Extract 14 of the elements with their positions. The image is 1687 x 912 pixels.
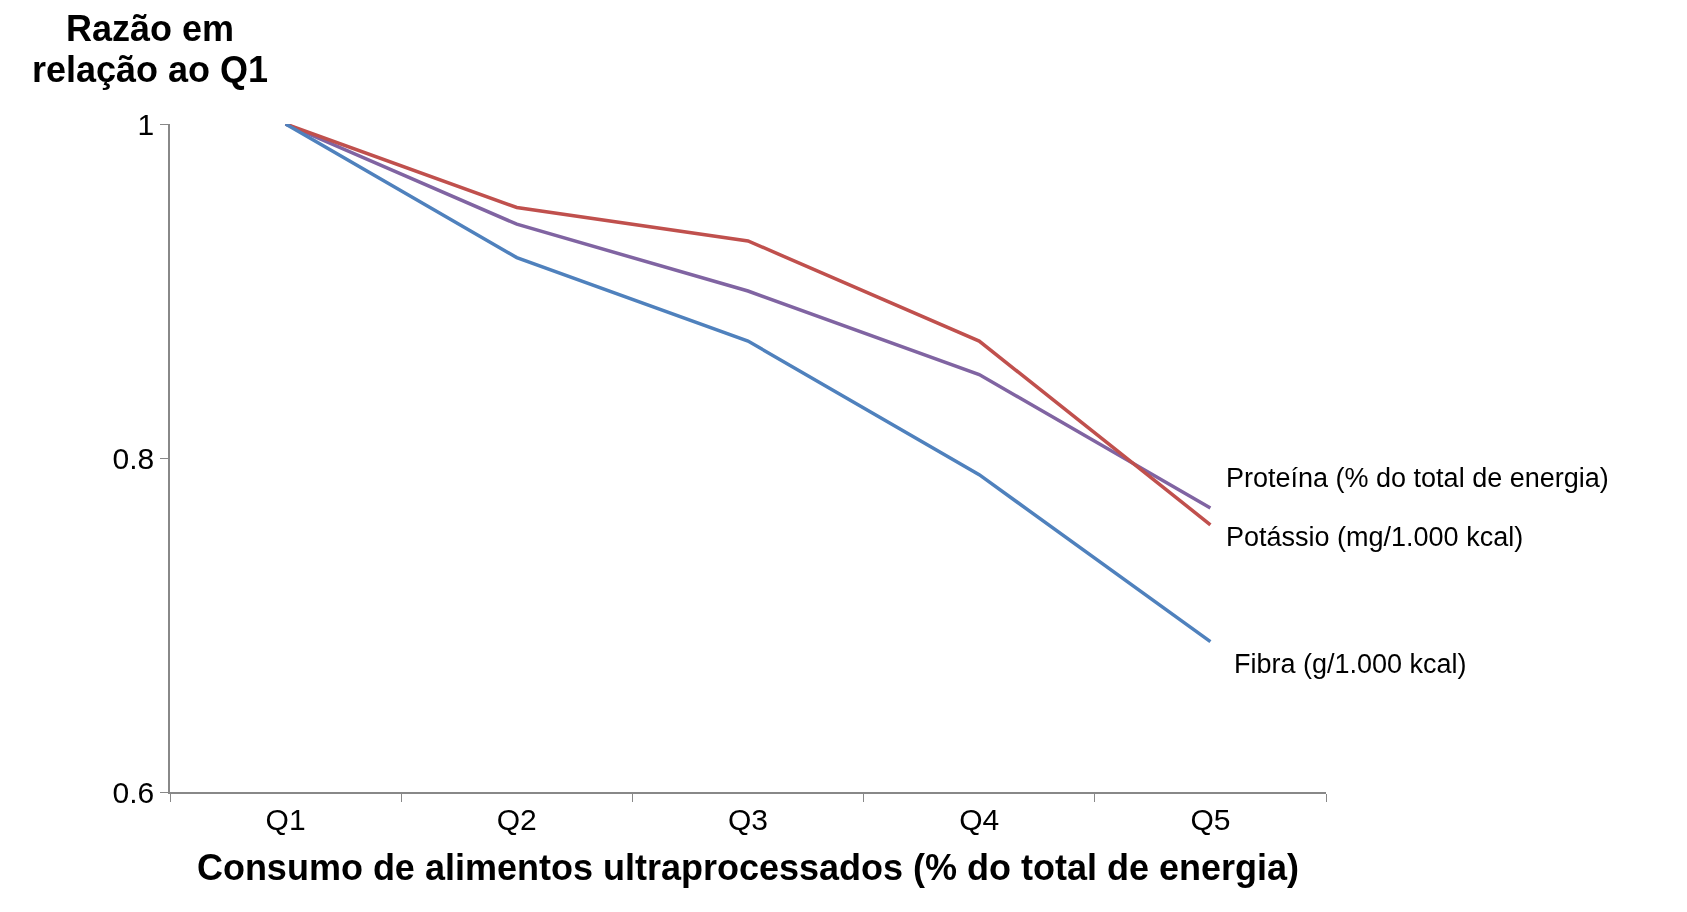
- series-label: Fibra (g/1.000 kcal): [1234, 649, 1467, 679]
- y-axis-title: Razão em relação ao Q1: [30, 8, 270, 91]
- series-label: Proteína (% do total de energia): [1226, 463, 1609, 493]
- y-tick-label: 0.8: [112, 441, 155, 475]
- line-series: [283, 124, 1213, 644]
- x-tick-label: Q5: [1190, 802, 1231, 836]
- y-tick-label: 0.6: [112, 775, 155, 809]
- x-axis-title: Consumo de alimentos ultraprocessados (% do total de energia): [196, 846, 1300, 888]
- x-tick-label: Q1: [265, 802, 306, 836]
- series-label: Potássio (mg/1.000 kcal): [1226, 522, 1524, 552]
- x-tick-label: Q2: [496, 802, 537, 836]
- x-tick-label: Q3: [727, 802, 769, 836]
- x-tick-label: Q4: [959, 802, 1000, 836]
- y-tick-label: 1: [137, 107, 155, 141]
